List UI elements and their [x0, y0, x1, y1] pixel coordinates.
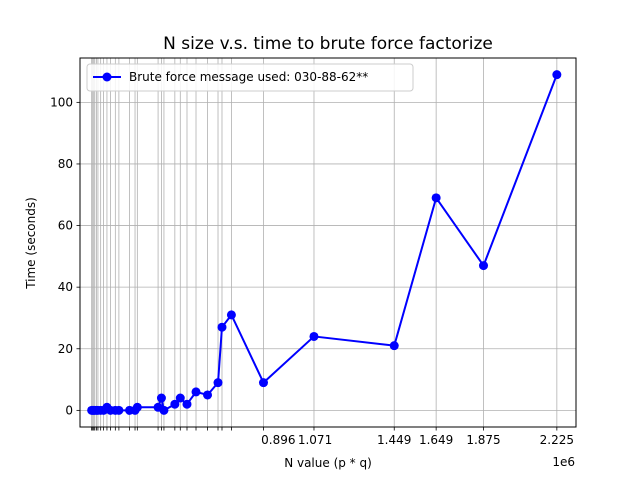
legend-box: [86, 63, 414, 92]
y-tick-label: 100: [50, 95, 73, 109]
data-point: [213, 378, 223, 388]
y-tick-label: 0: [65, 403, 73, 417]
y-tick-label: 20: [58, 342, 73, 356]
y-tick-label: 40: [58, 280, 73, 294]
data-point: [203, 390, 213, 400]
x-tick-label: 2.225: [540, 433, 574, 447]
y-tick-label: 60: [58, 219, 73, 233]
x-tick-label: 1.875: [466, 433, 500, 447]
data-point: [175, 393, 185, 403]
data-point: [479, 261, 489, 271]
legend-label: Brute force message used: 030-88-62**: [129, 70, 368, 84]
x-axis-offset-label: 1e6: [552, 455, 575, 469]
x-tick-label: 0.896: [261, 433, 295, 447]
data-point: [156, 393, 166, 403]
data-point: [114, 405, 124, 415]
data-point: [431, 193, 441, 203]
chart-title: N size v.s. time to brute force factoriz…: [163, 34, 493, 54]
x-tick-label: 1.449: [377, 433, 411, 447]
data-point: [309, 331, 319, 341]
data-point: [552, 70, 562, 80]
data-point: [182, 399, 192, 409]
series-layer: [87, 70, 562, 415]
legend-point-marker: [102, 72, 112, 82]
data-point: [170, 399, 180, 409]
grid: [80, 58, 576, 427]
data-point: [258, 378, 268, 388]
y-tick-label: 80: [58, 157, 73, 171]
data-point: [226, 310, 236, 320]
data-point: [159, 405, 169, 415]
data-point: [389, 341, 399, 351]
x-tick-label: 1.649: [419, 433, 453, 447]
data-point: [132, 402, 142, 412]
x-tick-label: 1.071: [298, 433, 332, 447]
data-point: [217, 322, 227, 332]
data-point: [191, 387, 201, 397]
ticks: 0 20 40 60 80 100 0.896 1.071 1.449 1.649 1.875 2.2…: [50, 95, 574, 447]
y-axis-label: Time (seconds): [24, 197, 38, 290]
plot-frame: [79, 57, 577, 428]
legend: Brute force message used: 030-88-62**: [86, 63, 414, 92]
x-axis-label: N value (p * q): [284, 456, 372, 470]
